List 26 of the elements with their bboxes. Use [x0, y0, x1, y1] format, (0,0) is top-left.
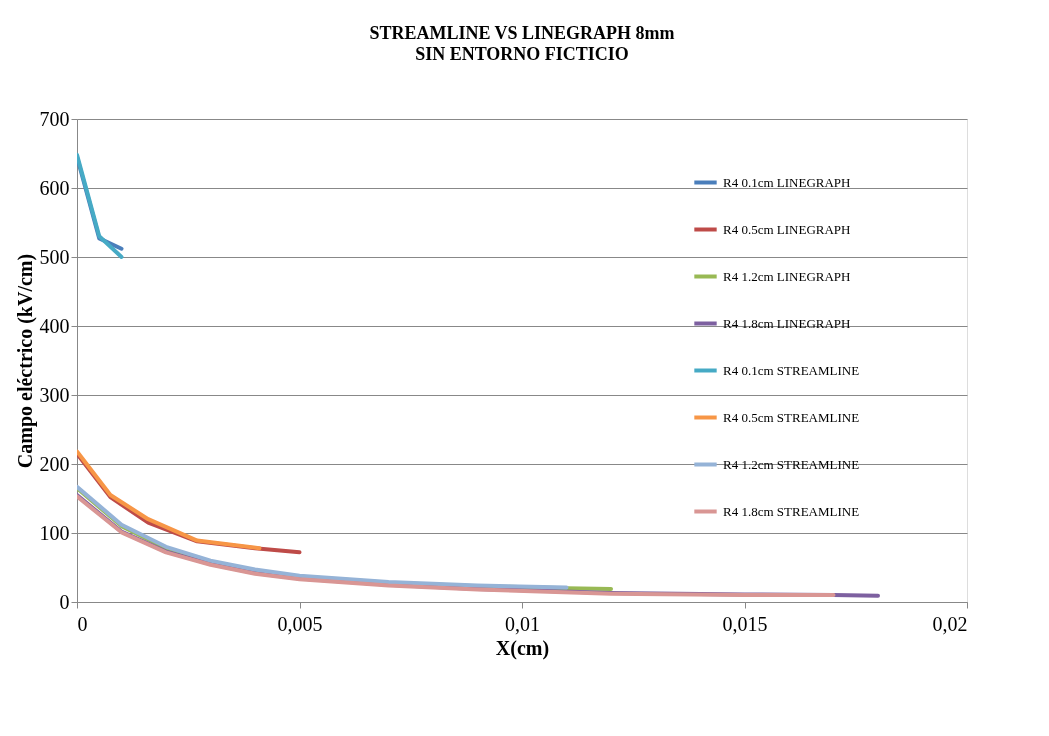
chart-subtitle: SIN ENTORNO FICTICIO	[415, 44, 629, 64]
x-tick-label: 0,005	[277, 612, 323, 635]
y-tick-label: 200	[39, 452, 70, 475]
y-tick-label: 100	[39, 521, 70, 544]
legend-label: R4 0.5cm LINEGRAPH	[723, 221, 851, 237]
chart-title: STREAMLINE VS LINEGRAPH 8mm	[369, 23, 675, 43]
y-tick-label: 0	[59, 590, 70, 613]
legend-label: R4 1.8cm LINEGRAPH	[723, 315, 851, 331]
y-axis-title: Campo eléctrico (kV/cm)	[13, 253, 37, 469]
y-tick-label: 700	[39, 107, 70, 130]
legend-label: R4 0.1cm STREAMLINE	[723, 362, 860, 378]
legend-label: R4 0.1cm LINEGRAPH	[723, 174, 851, 190]
y-tick-label: 500	[39, 245, 70, 268]
x-tick-label: 0,01	[505, 612, 540, 635]
legend-label: R4 1.2cm LINEGRAPH	[723, 268, 851, 284]
y-tick-label: 300	[39, 383, 70, 406]
x-tick-label: 0	[77, 612, 88, 635]
y-tick-label: 600	[39, 176, 70, 199]
legend-label: R4 1.8cm STREAMLINE	[723, 503, 860, 519]
x-axis-title: X(cm)	[495, 636, 550, 660]
legend-label: R4 0.5cm STREAMLINE	[723, 409, 860, 425]
x-tick-label: 0,02	[932, 612, 968, 635]
legend-label: R4 1.2cm STREAMLINE	[723, 456, 860, 472]
x-tick-label: 0,015	[722, 612, 768, 635]
line-series	[77, 449, 262, 551]
y-tick-label: 400	[39, 314, 70, 337]
